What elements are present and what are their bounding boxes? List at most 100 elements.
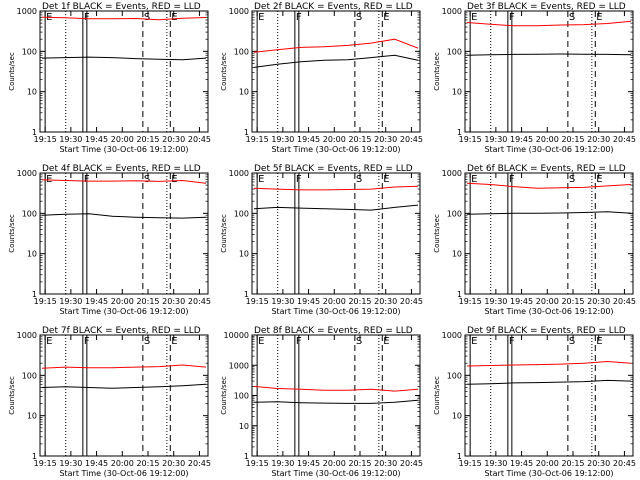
- x-axis-label: Start Time (30-Oct-06 19:12:00): [271, 469, 400, 478]
- marker-label: E: [258, 336, 264, 347]
- x-axis-label: Start Time (30-Oct-06 19:12:00): [484, 145, 613, 154]
- y-axis-label: Counts/sec: [220, 52, 228, 91]
- y-tick-label: 1: [457, 128, 462, 137]
- x-tick-label: 20:30: [162, 135, 185, 144]
- y-tick-label: 1000: [229, 361, 249, 370]
- x-axis-label: Start Time (30-Oct-06 19:12:00): [484, 469, 613, 478]
- chart-panel-5: Det 5f BLACK = Events, RED = LLD Start Ti…: [220, 164, 423, 316]
- marker-label: F: [84, 174, 90, 185]
- x-tick-label: 20:30: [587, 135, 610, 144]
- x-tick-label: 20:30: [374, 459, 397, 468]
- x-tick-label: 20:30: [374, 297, 397, 306]
- x-tick-label: 20:45: [613, 297, 636, 306]
- y-axis-label: Counts/sec: [220, 214, 228, 253]
- x-tick-label: 20:00: [536, 297, 559, 306]
- x-axis-label: Start Time (30-Oct-06 19:12:00): [271, 307, 400, 316]
- chart-title: Det 2f BLACK = Events, RED = LLD: [254, 2, 413, 12]
- y-tick-label: 10000: [224, 331, 249, 340]
- x-tick-label: 20:30: [587, 459, 610, 468]
- marker-label: E: [471, 174, 477, 185]
- x-axis-label: Start Time (30-Oct-06 19:12:00): [271, 145, 400, 154]
- y-tick-label: 10: [452, 250, 462, 259]
- y-tick-label: 100: [447, 371, 462, 380]
- marker-label: E: [171, 12, 177, 23]
- marker-label: E: [383, 174, 389, 185]
- x-axis-label: Start Time (30-Oct-06 19:12:00): [59, 307, 188, 316]
- y-tick-label: 100: [234, 209, 249, 218]
- x-tick-label: 20:45: [400, 459, 423, 468]
- y-axis-label: Counts/sec: [220, 376, 228, 415]
- y-tick-label: 100: [447, 47, 462, 56]
- y-tick-label: 100: [22, 209, 37, 218]
- chart-panel-6: Det 6f BLACK = Events, RED = LLD Start Ti…: [433, 164, 636, 316]
- chart-title: Det 7f BLACK = Events, RED = LLD: [42, 326, 201, 336]
- x-tick-label: 20:30: [374, 135, 397, 144]
- plot-frame: [464, 172, 634, 295]
- y-tick-label: 1000: [229, 7, 249, 16]
- plot-frame: [39, 334, 209, 457]
- marker-label: S: [569, 174, 575, 185]
- x-tick-label: 20:15: [561, 135, 584, 144]
- x-axis-label: Start Time (30-Oct-06 19:12:00): [484, 307, 613, 316]
- x-tick-label: 19:45: [85, 135, 108, 144]
- x-tick-label: 19:15: [459, 459, 482, 468]
- x-tick-label: 19:15: [246, 459, 269, 468]
- x-tick-label: 19:15: [459, 297, 482, 306]
- marker-label: S: [569, 12, 575, 23]
- x-tick-label: 19:15: [246, 135, 269, 144]
- marker-label: S: [144, 12, 150, 23]
- y-axis-label: Counts/sec: [8, 214, 16, 253]
- x-tick-label: 20:45: [188, 459, 211, 468]
- x-tick-label: 20:30: [162, 459, 185, 468]
- marker-label: F: [509, 336, 515, 347]
- series-line-lld: [41, 364, 207, 369]
- y-tick-label: 1: [32, 290, 37, 299]
- y-tick-label: 1000: [442, 169, 462, 178]
- plot-frame: [251, 10, 421, 133]
- y-tick-label: 1: [457, 452, 462, 461]
- chart-panel-7: Det 7f BLACK = Events, RED = LLD Start Ti…: [8, 326, 211, 478]
- y-tick-label: 1: [244, 128, 249, 137]
- y-tick-label: 100: [22, 371, 37, 380]
- x-tick-label: 20:45: [613, 135, 636, 144]
- y-tick-label: 10: [239, 250, 249, 259]
- chart-panel-9: Det 9f BLACK = Events, RED = LLD Start Ti…: [433, 326, 636, 478]
- x-tick-label: 20:15: [136, 297, 159, 306]
- x-tick-label: 19:15: [34, 297, 57, 306]
- x-tick-label: 19:45: [510, 459, 533, 468]
- x-tick-label: 19:30: [484, 135, 507, 144]
- x-axis-label: Start Time (30-Oct-06 19:12:00): [59, 145, 188, 154]
- x-tick-label: 19:30: [484, 459, 507, 468]
- y-tick-label: 10: [27, 412, 37, 421]
- x-tick-label: 20:00: [111, 459, 134, 468]
- marker-label: S: [144, 336, 150, 347]
- y-tick-label: 100: [234, 47, 249, 56]
- chart-panel-8: Det 8f BLACK = Events, RED = LLD Start Ti…: [220, 326, 423, 478]
- x-tick-label: 19:45: [85, 297, 108, 306]
- marker-label: S: [356, 336, 362, 347]
- x-tick-label: 20:15: [348, 459, 371, 468]
- series-line-events: [41, 56, 207, 61]
- x-tick-label: 19:45: [510, 297, 533, 306]
- x-tick-label: 20:00: [111, 297, 134, 306]
- plot-frame: [251, 334, 421, 457]
- marker-label: S: [144, 174, 150, 185]
- series-line-lld: [466, 360, 632, 367]
- x-tick-label: 20:00: [323, 135, 346, 144]
- series-line-lld: [41, 179, 207, 184]
- x-tick-label: 19:45: [297, 135, 320, 144]
- y-tick-label: 10: [452, 88, 462, 97]
- series-line-lld: [466, 20, 632, 27]
- y-axis-label: Counts/sec: [433, 376, 441, 415]
- y-tick-label: 100: [22, 47, 37, 56]
- x-tick-label: 19:30: [59, 459, 82, 468]
- y-tick-label: 100: [234, 392, 249, 401]
- marker-label: E: [46, 174, 52, 185]
- y-tick-label: 1: [244, 452, 249, 461]
- y-axis-label: Counts/sec: [8, 376, 16, 415]
- marker-label: F: [509, 174, 515, 185]
- marker-label: E: [383, 336, 389, 347]
- marker-label: E: [471, 336, 477, 347]
- chart-title: Det 9f BLACK = Events, RED = LLD: [467, 326, 626, 336]
